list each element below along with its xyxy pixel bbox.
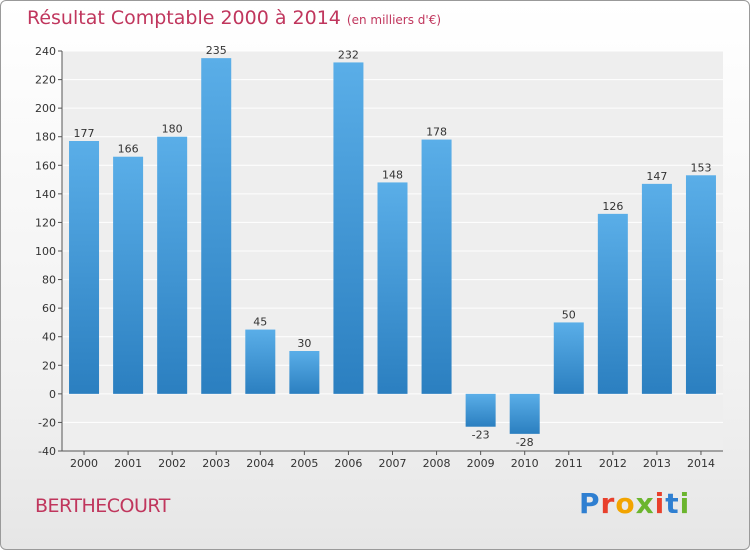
x-tick-label: 2008 (423, 457, 451, 470)
data-label: 147 (646, 170, 667, 183)
data-label: 232 (338, 48, 359, 61)
bar-2004 (245, 329, 276, 394)
logo-letter: o (615, 487, 636, 520)
data-label: -28 (516, 436, 534, 449)
x-tick-label: 2009 (467, 457, 495, 470)
data-label: 180 (162, 123, 183, 136)
bar-2006 (333, 62, 364, 394)
y-tick-label: 200 (35, 102, 56, 115)
x-tick-label: 2003 (202, 457, 230, 470)
y-tick-label: 240 (35, 45, 56, 58)
x-tick-label: 2002 (158, 457, 186, 470)
logo-letter: i (679, 487, 691, 520)
x-tick-label: 2013 (643, 457, 671, 470)
data-label: 153 (690, 161, 711, 174)
data-label: 148 (382, 168, 403, 181)
bar-2000 (69, 141, 100, 394)
data-label: 177 (74, 127, 95, 140)
data-label: 126 (602, 200, 623, 213)
y-tick-label: 0 (49, 388, 56, 401)
bar-2003 (201, 58, 232, 394)
y-tick-label: -20 (38, 416, 56, 429)
y-tick-label: 180 (35, 131, 56, 144)
data-label: 45 (253, 316, 267, 329)
x-tick-label: 2010 (511, 457, 539, 470)
y-tick-label: 20 (42, 359, 56, 372)
y-tick-label: 80 (42, 274, 56, 287)
logo-letter: x (635, 487, 655, 520)
logo-letter: P (579, 487, 601, 520)
logo-letter: r (600, 487, 616, 520)
x-tick-label: 2014 (687, 457, 715, 470)
x-tick-label: 2005 (290, 457, 318, 470)
bar-2009 (465, 393, 496, 427)
x-tick-label: 2001 (114, 457, 142, 470)
y-tick-label: 60 (42, 302, 56, 315)
y-tick-label: 40 (42, 331, 56, 344)
logo-letter: t (665, 487, 680, 520)
x-tick-label: 2012 (599, 457, 627, 470)
y-tick-label: 120 (35, 216, 56, 229)
bar-2008 (421, 139, 452, 394)
data-label: 30 (297, 337, 311, 350)
chart-title: Résultat Comptable 2000 à 2014 (en millie… (27, 7, 442, 29)
bar-2001 (113, 156, 144, 394)
x-tick-label: 2000 (70, 457, 98, 470)
x-tick-label: 2004 (246, 457, 274, 470)
chart-subtitle: (en milliers d'€) (346, 13, 442, 27)
data-label: 166 (118, 143, 139, 156)
bar-2012 (597, 213, 628, 394)
bar-2011 (553, 322, 584, 394)
y-tick-label: 220 (35, 74, 56, 87)
bar-2002 (157, 136, 188, 394)
bars: 177 166 180 235 45 30 232 148 178 -23 -28 50 126 147 1… (69, 44, 716, 449)
proxiti-logo: Proxiti (579, 487, 690, 520)
x-axis: 2000 2001 2002 2003 2004 2005 2006 2007 2008 2009… (70, 451, 715, 470)
bar-chart: -40-20020406080100120140160180200220240 … (35, 44, 723, 470)
x-tick-label: 2007 (379, 457, 407, 470)
town-name: BERTHECOURT (35, 495, 170, 517)
bar-2007 (377, 182, 408, 394)
logo-letter: i (654, 487, 666, 520)
data-label: 178 (426, 126, 447, 139)
y-tick-label: 140 (35, 188, 56, 201)
y-tick-label: 100 (35, 245, 56, 258)
data-label: 50 (562, 308, 576, 321)
bar-2014 (685, 175, 716, 394)
bar-2005 (289, 351, 320, 394)
x-tick-label: 2006 (334, 457, 362, 470)
bar-2010 (509, 393, 540, 434)
data-label: 235 (206, 44, 227, 57)
y-tick-label: 160 (35, 159, 56, 172)
y-tick-label: -40 (38, 445, 56, 458)
x-tick-label: 2011 (555, 457, 583, 470)
data-label: -23 (472, 429, 490, 442)
bar-2013 (641, 183, 672, 394)
